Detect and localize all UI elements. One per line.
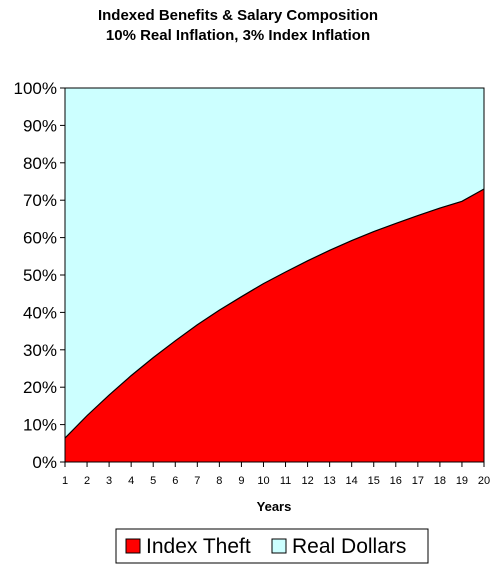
x-tick-label: 5: [150, 475, 156, 487]
x-tick-label: 6: [172, 475, 178, 487]
x-tick-label: 18: [434, 475, 446, 487]
legend-label-index-theft: Index Theft: [146, 535, 251, 558]
x-axis: 1 2 3 4 5 6 7 8 9 10 11 12 13 14 15 16 17 18 19 20: [62, 462, 490, 487]
x-tick-label: 7: [194, 475, 200, 487]
y-tick-label: 30%: [23, 341, 57, 360]
x-tick-label: 13: [324, 475, 336, 487]
y-tick-label: 50%: [23, 266, 57, 285]
y-tick-label: 100%: [14, 79, 57, 98]
legend-swatch-index-theft: [125, 538, 141, 554]
x-tick-label: 12: [301, 475, 313, 487]
y-tick-label: 80%: [23, 154, 57, 173]
x-tick-label: 1: [62, 475, 68, 487]
y-tick-label: 20%: [23, 378, 57, 397]
legend: Index Theft Real Dollars: [115, 528, 429, 564]
x-tick-label: 10: [257, 475, 269, 487]
y-tick-label: 60%: [23, 229, 57, 248]
y-tick-label: 10%: [23, 416, 57, 435]
x-tick-label: 17: [412, 475, 424, 487]
x-tick-label: 4: [128, 475, 134, 487]
chart-subtitle: 10% Real Inflation, 3% Index Inflation: [106, 27, 370, 44]
x-tick-label: 9: [238, 475, 244, 487]
x-tick-label: 14: [346, 475, 358, 487]
x-tick-label: 11: [280, 475, 291, 487]
x-tick-label: 19: [456, 475, 468, 487]
y-tick-label: 40%: [23, 303, 57, 322]
x-tick-label: 2: [84, 475, 90, 487]
chart-title: Indexed Benefits & Salary Composition: [98, 7, 378, 24]
y-axis: 0% 10% 20% 30% 40% 50% 60% 70% 80% 90% 100%: [14, 79, 65, 472]
x-tick-label: 8: [216, 475, 222, 487]
legend-swatch-real-dollars: [271, 538, 287, 554]
x-tick-label: 16: [390, 475, 402, 487]
x-tick-label: 3: [106, 475, 112, 487]
y-tick-label: 0%: [32, 453, 57, 472]
x-tick-label: 15: [368, 475, 380, 487]
x-tick-label: 20: [478, 475, 490, 487]
boundary-line: [64, 188, 485, 439]
area-index-theft: [65, 188, 484, 463]
legend-label-real-dollars: Real Dollars: [292, 535, 406, 558]
plot-area: [64, 87, 485, 463]
y-tick-label: 90%: [23, 116, 57, 135]
x-axis-title: Years: [257, 499, 292, 514]
y-tick-label: 70%: [23, 191, 57, 210]
